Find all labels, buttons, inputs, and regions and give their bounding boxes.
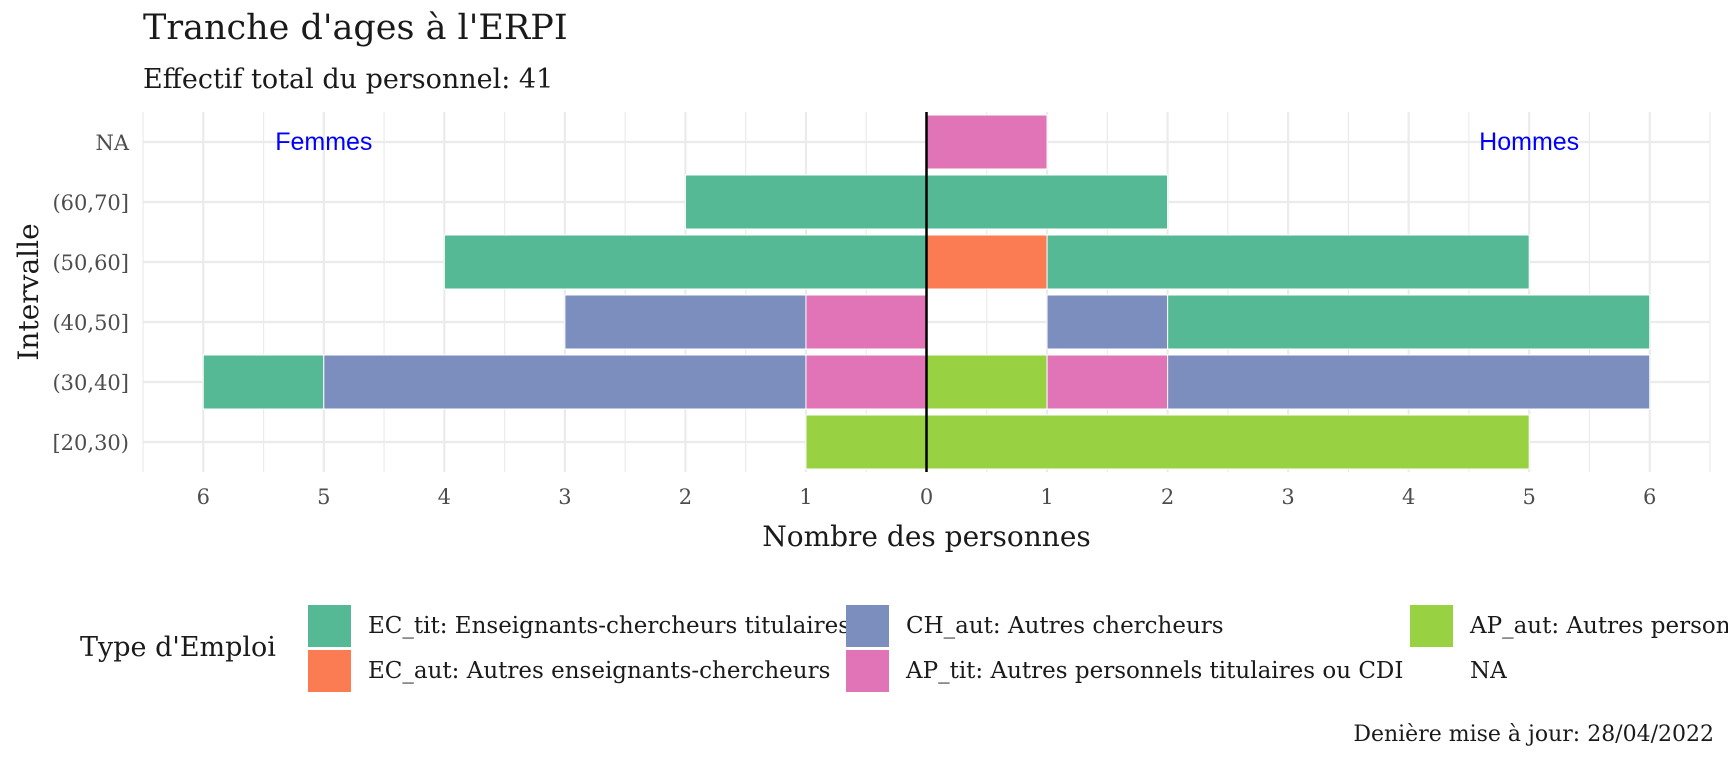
y-axis-title: Intervalle — [12, 223, 45, 360]
legend-key-na — [1410, 650, 1453, 692]
x-tick-label: 1 — [799, 485, 812, 509]
chart-subtitle: Effectif total du personnel: 41 — [143, 64, 554, 95]
y-tick-label: (30,40] — [52, 371, 129, 395]
x-tick-label: 2 — [1161, 485, 1174, 509]
legend-title: Type d'Emploi — [80, 632, 276, 663]
x-tick-label: 3 — [558, 485, 571, 509]
bar-ch-aut — [1167, 354, 1651, 410]
bar-ch-aut — [323, 354, 807, 410]
bar-ec-tit — [443, 234, 927, 290]
bar-ch-aut — [1046, 294, 1169, 350]
x-tick-label: 2 — [679, 485, 692, 509]
x-tick-label: 6 — [1643, 485, 1656, 509]
x-tick-label: 5 — [1523, 485, 1536, 509]
legend-label-ap-aut: AP_aut: Autres person — [1470, 613, 1728, 639]
x-tick-label: 0 — [920, 485, 933, 509]
bar-ap-tit — [926, 114, 1048, 170]
annotation-hommes: Hommes — [1479, 128, 1579, 156]
x-tick-label: 3 — [1281, 485, 1294, 509]
bar-ap-tit — [805, 354, 928, 410]
y-tick-label: NA — [95, 131, 129, 155]
bar-ec-aut — [926, 234, 1048, 290]
bar-ap-tit — [1046, 354, 1169, 410]
population-pyramid-plot: 6 5 4 3 2 1 0 1 2 3 4 5 6 [20,30) (30,40] (40,50] (50,60… — [12, 112, 1711, 553]
bar-ap-aut — [926, 414, 1530, 470]
x-tick-label: 4 — [438, 485, 451, 509]
y-tick-label: (40,50] — [52, 311, 129, 335]
y-tick-label: (50,60] — [52, 251, 129, 275]
legend-label-ch-aut: CH_aut: Autres chercheurs — [906, 613, 1224, 639]
y-tick-label: [20,30) — [52, 431, 129, 455]
bar-ap-aut — [926, 354, 1048, 410]
bar-ec-tit — [684, 174, 928, 230]
legend-key-ap-aut — [1410, 605, 1453, 647]
bar-ap-tit — [805, 294, 928, 350]
last-update-caption: Denière mise à jour: 28/04/2022 — [1353, 722, 1714, 747]
legend-label-ec-tit: EC_tit: Enseignants-chercheurs titulaire… — [368, 613, 851, 639]
bar-ec-tit — [1167, 294, 1651, 350]
legend-key-ch-aut — [846, 605, 889, 647]
legend-label-ec-aut: EC_aut: Autres enseignants-chercheurs — [368, 658, 831, 684]
legend-key-ec-tit — [308, 605, 351, 647]
axes: 6 5 4 3 2 1 0 1 2 3 4 5 6 [20,30) (30,40] (40,50] (50,60… — [12, 112, 1656, 553]
x-tick-label: 6 — [197, 485, 210, 509]
bar-ec-tit — [1046, 234, 1530, 290]
chart-title: Tranche d'ages à l'ERPI — [143, 8, 568, 48]
x-tick-label: 1 — [1040, 485, 1053, 509]
annotation-femmes: Femmes — [275, 128, 372, 156]
annotations: Femmes Hommes — [275, 128, 1579, 156]
x-tick-label: 5 — [317, 485, 330, 509]
legend-label-ap-tit: AP_tit: Autres personnels titulaires ou … — [906, 658, 1404, 684]
legend-label-na: NA — [1470, 658, 1507, 684]
bar-ap-aut — [805, 414, 928, 470]
bars — [202, 114, 1651, 470]
legend-key-ec-aut — [308, 650, 351, 692]
x-tick-label: 4 — [1402, 485, 1415, 509]
bar-ec-tit — [926, 174, 1169, 230]
legend-key-ap-tit — [846, 650, 889, 692]
bar-ch-aut — [564, 294, 807, 350]
y-tick-label: (60,70] — [52, 191, 129, 215]
x-axis-title: Nombre des personnes — [762, 520, 1091, 553]
bar-ec-tit — [202, 354, 325, 410]
